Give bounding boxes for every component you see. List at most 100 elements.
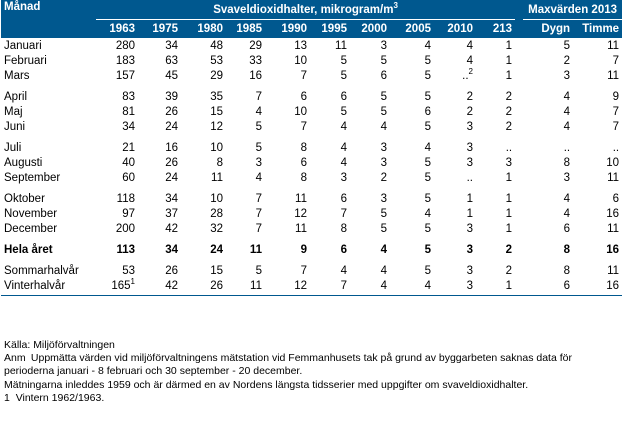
- value-text: 5: [380, 222, 387, 235]
- max-value-cell: 7: [612, 54, 620, 67]
- column-gap: [515, 119, 523, 134]
- value-text: 7: [300, 69, 307, 82]
- max-value-cell: ..: [612, 141, 620, 154]
- value-text: 8: [216, 156, 223, 169]
- value-cell: 1: [476, 221, 515, 236]
- value-cell: 5: [310, 68, 350, 83]
- sulfur-dioxide-header: Svaveldioxidhalter, mikrogram/m3: [96, 0, 516, 20]
- value-text: 5: [424, 69, 431, 82]
- max-value-cell: 4: [563, 120, 571, 133]
- column-gap: [515, 68, 523, 83]
- remark-prefix: Anm: [4, 352, 26, 365]
- value-cell: 16: [138, 140, 181, 155]
- value-cell: 4: [350, 263, 390, 278]
- value-cell: 2: [476, 263, 515, 278]
- value-text: 29: [210, 69, 223, 82]
- value-text: 10: [294, 105, 307, 118]
- value-text: 10: [210, 141, 223, 154]
- year-header: 2005: [390, 19, 434, 38]
- table-row: Oktober 118 34 10 7 11 6 3 5 1 1 4 6: [1, 191, 622, 206]
- value-cell: 29: [226, 38, 265, 53]
- row-label: Januari: [4, 39, 42, 52]
- value-cell: 2: [476, 242, 515, 257]
- value-text: 34: [165, 243, 178, 256]
- value-cell: 4: [390, 38, 434, 53]
- value-text: 6: [340, 243, 347, 256]
- value-text: 1: [505, 192, 513, 205]
- row-label: September: [4, 171, 61, 184]
- max-value-cell: 3: [563, 69, 571, 82]
- footnote-1-number: 1: [4, 391, 10, 404]
- value-text: 7: [300, 264, 307, 277]
- value-cell: 5: [350, 221, 390, 236]
- value-text: 9: [300, 243, 307, 256]
- value-text: 5: [424, 90, 431, 103]
- value-text: 8: [340, 222, 347, 235]
- value-cell: 26: [181, 278, 226, 293]
- value-text: 5: [424, 120, 431, 133]
- value-cell: 2: [434, 104, 476, 119]
- value-cell: 1651: [96, 276, 138, 293]
- value-text: 34: [165, 39, 178, 52]
- value-text: 2: [466, 105, 473, 118]
- value-text: 60: [122, 171, 135, 184]
- value-text: 5: [424, 243, 431, 256]
- table-row: November 97 37 28 7 12 7 5 4 1 1 4 16: [1, 206, 622, 221]
- value-text: 5: [340, 54, 347, 67]
- value-cell: 15: [181, 104, 226, 119]
- value-cell: 28: [181, 206, 226, 221]
- value-cell: 7: [310, 206, 350, 221]
- value-text: 3: [466, 222, 473, 235]
- value-text: 81: [122, 105, 135, 118]
- value-cell: 40: [96, 155, 138, 170]
- max-column-header: Timme: [573, 19, 623, 38]
- value-cell: 1: [476, 38, 515, 53]
- value-text: 3: [380, 141, 387, 154]
- value-cell: 5: [390, 170, 434, 185]
- value-cell: 3: [476, 155, 515, 170]
- value-cell: 48: [181, 38, 226, 53]
- value-text: 1: [505, 69, 513, 82]
- value-text: 3: [505, 156, 513, 169]
- value-text: 5: [340, 69, 347, 82]
- max-value-cell: 16: [606, 207, 620, 220]
- row-label: Februari: [4, 54, 47, 67]
- footnote-marker: 1: [130, 276, 135, 286]
- value-text: 7: [255, 90, 262, 103]
- value-text: 63: [165, 54, 178, 67]
- max-value-cell: 6: [612, 192, 620, 205]
- year-header: 1990: [265, 19, 310, 38]
- value-cell: ..: [434, 170, 476, 185]
- value-text: 8: [300, 141, 307, 154]
- row-label: November: [4, 207, 58, 220]
- value-text: 165: [111, 279, 131, 292]
- value-cell: 97: [96, 206, 138, 221]
- value-cell: 26: [138, 104, 181, 119]
- year-header-row: 1963 1975 1980 1985 1990 1995 2000 2005 2010 213 D…: [1, 19, 623, 38]
- value-text: 11: [211, 171, 223, 184]
- column-gap: [515, 140, 523, 155]
- value-text: 5: [340, 105, 347, 118]
- value-text: 5: [380, 207, 387, 220]
- year-header: 1985: [226, 19, 265, 38]
- value-text: 4: [380, 264, 387, 277]
- value-cell: 5: [390, 242, 434, 257]
- value-cell: 3: [434, 278, 476, 293]
- value-cell: 7: [265, 119, 310, 134]
- value-text: 1: [505, 54, 513, 67]
- value-cell: 32: [181, 221, 226, 236]
- value-text: 4: [466, 39, 473, 52]
- value-cell: 11: [310, 38, 350, 53]
- value-text: 5: [424, 192, 431, 205]
- value-text: 3: [340, 171, 347, 184]
- max-value-cell: 9: [612, 90, 620, 103]
- value-text: 12: [294, 279, 307, 292]
- value-cell: 1: [476, 278, 515, 293]
- max-value-cell: 3: [563, 171, 571, 184]
- month-column-header: Månad: [1, 0, 96, 38]
- value-text: 12: [210, 120, 223, 133]
- value-cell: 81: [96, 104, 138, 119]
- value-cell: 5: [350, 104, 390, 119]
- value-text: 2: [505, 264, 513, 277]
